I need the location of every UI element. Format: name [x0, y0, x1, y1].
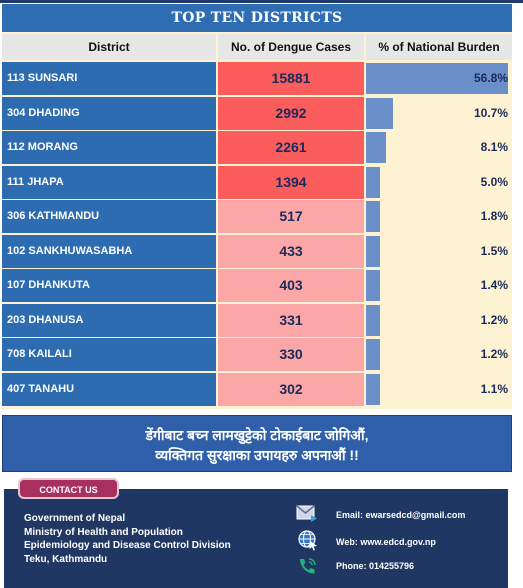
burden-percent: 1.4% [480, 278, 508, 292]
table-row: 113 SUNSARI 15881 56.8% [2, 62, 512, 95]
burden-percent: 56.8% [473, 71, 508, 85]
message-line-1: डेंगीबाट बच्न लामखुट्टेको टोकाईबाट जोगिऔ… [145, 427, 369, 443]
table-row: 107 DHANKUTA 403 1.4% [2, 269, 512, 302]
phone-text[interactable]: Phone: 014255796 [336, 561, 415, 571]
address-line: Teku, Kathmandu [24, 553, 108, 565]
burden-cell: 1.5% [366, 234, 512, 268]
cases-cell: 330 [218, 338, 364, 371]
burden-cell: 56.8% [366, 62, 512, 95]
cases-cell: 433 [218, 234, 364, 268]
header-cases: No. of Dengue Cases [218, 34, 364, 60]
burden-bar [366, 339, 380, 370]
table-title: TOP TEN DISTRICTS [2, 4, 512, 32]
table-row: 304 DHADING 2992 10.7% [2, 96, 512, 130]
burden-percent: 5.0% [480, 174, 508, 189]
phone-icon [300, 558, 316, 574]
message-line-2: व्यक्तिगत सुरक्षाका उपायहरु अपनाऔं !! [155, 447, 359, 463]
burden-bar [366, 373, 380, 405]
burden-bar [366, 201, 380, 232]
cases-cell: 2992 [218, 96, 364, 130]
burden-bar [366, 270, 380, 301]
address-block: Government of Nepal Ministry of Health a… [24, 512, 231, 566]
table-row: 203 DHANUSA 331 1.2% [2, 303, 512, 337]
globe-icon [298, 530, 317, 551]
burden-percent: 8.1% [480, 140, 508, 154]
district-cell: 102 SANKHUWASABHA [2, 234, 216, 268]
email-text[interactable]: Email: ewarsedcd@gmail.com [336, 510, 466, 520]
burden-bar [366, 97, 393, 129]
district-cell: 107 DHANKUTA [2, 269, 216, 302]
top-border [0, 0, 523, 3]
burden-bar [366, 166, 380, 198]
district-cell: 113 SUNSARI [2, 62, 216, 95]
burden-bar [366, 63, 508, 94]
burden-cell: 1.2% [366, 338, 512, 371]
cases-cell: 1394 [218, 165, 364, 199]
address-line: Ministry of Health and Population [24, 526, 183, 538]
burden-cell: 1.2% [366, 303, 512, 337]
burden-percent: 1.5% [480, 243, 508, 258]
table-row: 708 KAILALI 330 1.2% [2, 338, 512, 371]
district-cell: 304 DHADING [2, 96, 216, 130]
district-cell: 708 KAILALI [2, 338, 216, 371]
address-line: Epidemiology and Disease Control Divisio… [24, 540, 231, 551]
burden-percent: 10.7% [473, 105, 508, 120]
cases-cell: 403 [218, 269, 364, 302]
cases-cell: 2261 [218, 131, 364, 164]
table-row: 306 KATHMANDU 517 1.8% [2, 200, 512, 233]
burden-cell: 1.8% [366, 200, 512, 233]
burden-cell: 1.4% [366, 269, 512, 302]
district-cell: 112 MORANG [2, 131, 216, 164]
burden-percent: 1.2% [480, 347, 508, 361]
burden-bar [366, 235, 380, 267]
cases-cell: 15881 [218, 62, 364, 95]
header-burden: % of National Burden [366, 34, 512, 60]
header-district: District [2, 34, 216, 60]
burden-cell: 10.7% [366, 96, 512, 130]
district-cell: 203 DHANUSA [2, 303, 216, 337]
cases-cell: 302 [218, 372, 364, 406]
address-line: Government of Nepal [24, 513, 126, 524]
email-icon [296, 505, 317, 522]
district-cell: 111 JHAPA [2, 165, 216, 199]
web-text[interactable]: Web: www.edcd.gov.np [336, 537, 436, 547]
district-cell: 306 KATHMANDU [2, 200, 216, 233]
burden-bar [366, 132, 387, 163]
district-cell: 407 TANAHU [2, 372, 216, 406]
burden-percent: 1.8% [480, 209, 508, 223]
contact-footer [4, 489, 508, 588]
cases-cell: 517 [218, 200, 364, 233]
burden-percent: 1.1% [480, 381, 508, 396]
burden-cell: 5.0% [366, 165, 512, 199]
awareness-message: डेंगीबाट बच्न लामखुट्टेको टोकाईबाट जोगिऔ… [2, 415, 512, 472]
table-row: 102 SANKHUWASABHA 433 1.5% [2, 234, 512, 268]
table-row: 112 MORANG 2261 8.1% [2, 131, 512, 164]
table-row: 407 TANAHU 302 1.1% [2, 372, 512, 406]
burden-bar [366, 304, 380, 336]
burden-percent: 1.2% [480, 312, 508, 327]
cases-cell: 331 [218, 303, 364, 337]
burden-cell: 1.1% [366, 372, 512, 406]
table-row: 111 JHAPA 1394 5.0% [2, 165, 512, 199]
contact-us-badge: CONTACT US [18, 478, 119, 499]
burden-cell: 8.1% [366, 131, 512, 164]
